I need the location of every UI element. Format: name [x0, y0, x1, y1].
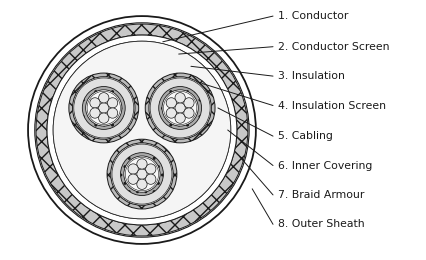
Text: 1. Conductor: 1. Conductor	[278, 11, 348, 21]
Circle shape	[175, 103, 185, 113]
Circle shape	[146, 174, 156, 184]
Circle shape	[112, 144, 172, 204]
Circle shape	[111, 143, 173, 205]
Text: 8. Outer Sheath: 8. Outer Sheath	[278, 219, 365, 229]
Circle shape	[53, 41, 231, 219]
Circle shape	[99, 93, 109, 103]
Circle shape	[74, 78, 134, 138]
Circle shape	[166, 98, 176, 108]
Circle shape	[124, 156, 160, 192]
Circle shape	[36, 24, 248, 236]
Circle shape	[162, 90, 198, 126]
Circle shape	[125, 158, 158, 191]
Circle shape	[184, 98, 194, 108]
Circle shape	[121, 153, 164, 196]
Circle shape	[90, 98, 100, 108]
Text: 3. Insulation: 3. Insulation	[278, 71, 345, 81]
Circle shape	[137, 169, 147, 179]
Circle shape	[82, 87, 125, 129]
Circle shape	[128, 174, 138, 184]
Text: 2. Conductor Screen: 2. Conductor Screen	[278, 42, 389, 52]
Circle shape	[90, 108, 100, 118]
Circle shape	[137, 159, 147, 169]
Circle shape	[47, 35, 237, 225]
Circle shape	[35, 23, 249, 237]
Circle shape	[53, 41, 231, 219]
Circle shape	[149, 77, 211, 139]
Circle shape	[137, 179, 147, 189]
Circle shape	[69, 73, 139, 143]
Circle shape	[159, 87, 201, 129]
Text: 7. Braid Armour: 7. Braid Armour	[278, 190, 364, 200]
Text: 4. Insulation Screen: 4. Insulation Screen	[278, 101, 386, 110]
Circle shape	[99, 103, 109, 113]
Circle shape	[145, 73, 215, 143]
Circle shape	[166, 108, 176, 118]
Circle shape	[107, 98, 118, 108]
Text: 5. Cabling: 5. Cabling	[278, 131, 333, 141]
Circle shape	[86, 90, 122, 126]
Circle shape	[107, 108, 118, 118]
Circle shape	[99, 113, 109, 123]
Circle shape	[146, 164, 156, 174]
Circle shape	[87, 91, 121, 125]
Circle shape	[184, 108, 194, 118]
Circle shape	[175, 93, 185, 103]
Circle shape	[47, 35, 237, 225]
Circle shape	[175, 113, 185, 123]
Circle shape	[28, 16, 256, 244]
Circle shape	[128, 164, 138, 174]
Circle shape	[107, 139, 177, 209]
Text: 6. Inner Covering: 6. Inner Covering	[278, 160, 372, 171]
Circle shape	[72, 77, 135, 139]
Circle shape	[164, 91, 197, 125]
Circle shape	[150, 78, 210, 138]
